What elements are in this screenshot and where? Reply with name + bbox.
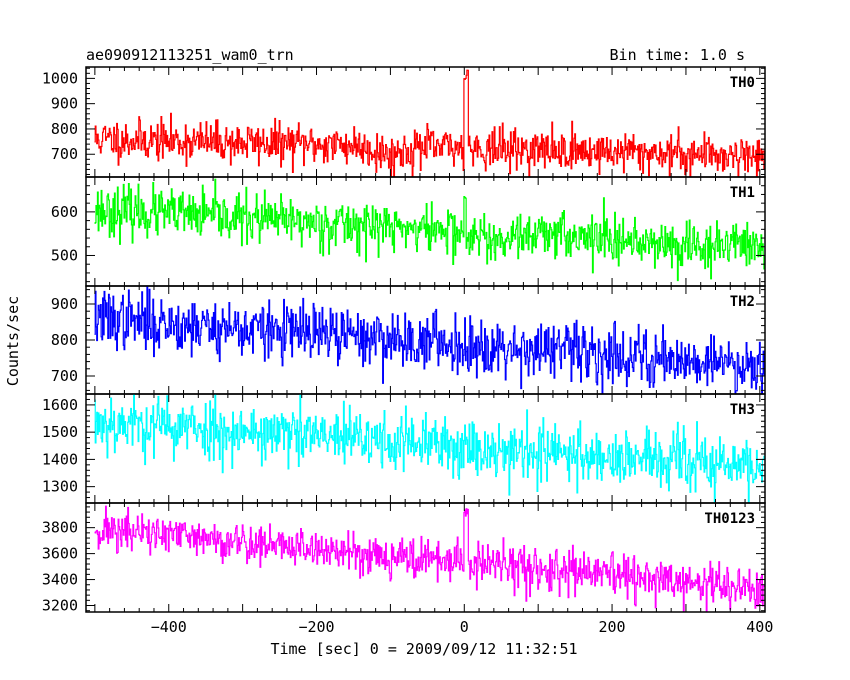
x-tick-label: −200 [298,618,334,636]
panel-label-th0123: TH0123 [704,511,755,527]
x-axis: −400 −200 0 200 400 [151,618,774,636]
panel-label-th3: TH3 [730,402,755,418]
y-tick-label: 800 [51,120,78,138]
y-tick-label: 900 [51,295,78,313]
series-line-th0123 [94,505,765,612]
y-axis-label: Counts/sec [4,296,22,386]
chart-title: ae090912113251_wam0_trn [86,46,294,64]
bin-time-label: Bin time: 1.0 s [610,46,745,64]
series-line-th3 [94,394,765,503]
panel-stack: 700 800 900 1000 TH0 500 600 TH1 700 800 900 TH2 130… [42,66,766,615]
y-tick-label: 900 [51,95,78,113]
series-line-th1 [94,178,765,282]
x-tick-label: 400 [746,618,773,636]
panel-label-th1: TH1 [730,185,755,201]
panel-th0123: 3200 3400 3600 3800 TH0123 [42,502,766,615]
y-tick-label: 1000 [42,69,78,87]
x-axis-label: Time [sec] 0 = 2009/09/12 11:32:51 [270,640,577,658]
y-tick-label: 3600 [42,545,78,563]
y-tick-label: 700 [51,367,78,385]
y-tick-label: 3400 [42,571,78,589]
y-tick-label: 500 [51,246,78,264]
panel-th1: 500 600 TH1 [51,176,766,287]
x-tick-label: 200 [599,618,626,636]
panel-th0: 700 800 900 1000 TH0 [42,66,766,178]
panel-frame [85,502,766,613]
y-tick-label: 800 [51,331,78,349]
x-tick-label: −400 [151,618,187,636]
series-line-th2 [94,286,765,394]
panel-label-th2: TH2 [730,294,755,310]
panel-th3: 1300 1400 1500 1600 TH3 [42,393,766,504]
panel-th2: 700 800 900 TH2 [51,285,766,395]
x-tick-label: 0 [460,618,469,636]
y-tick-label: 1600 [42,396,78,414]
y-tick-label: 1500 [42,423,78,441]
y-tick-label: 700 [51,145,78,163]
series-line-th0 [94,69,765,177]
y-tick-label: 3200 [42,597,78,615]
y-tick-label: 1400 [42,450,78,468]
y-tick-label: 3800 [42,519,78,537]
panel-label-th0: TH0 [730,75,755,91]
y-tick-label: 600 [51,203,78,221]
y-tick-label: 1300 [42,478,78,496]
